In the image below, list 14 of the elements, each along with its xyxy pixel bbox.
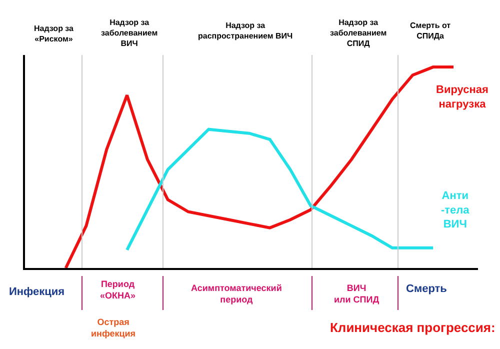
text: ВИЧ или СПИД <box>334 283 380 305</box>
series-label: Анти -тела ВИЧ <box>441 190 470 231</box>
text: Период «ОКНА» <box>100 279 136 301</box>
series-label: Вирусная нагрузка <box>436 84 488 110</box>
text: Надзор за заболеванием ВИЧ <box>101 18 158 48</box>
text: Надзор за распространением ВИЧ <box>198 21 294 40</box>
text: Асимптоматический период <box>191 283 282 305</box>
text: Надзор за заболеванием СПИД <box>330 18 387 48</box>
text: Смерть <box>406 283 448 295</box>
text: Надзор за «Риском» <box>34 24 74 44</box>
text: Смерть от СПИДа <box>410 21 451 40</box>
text: Клиническая прогрессия: <box>330 320 496 335</box>
text: Инфекция <box>9 286 65 298</box>
text: Острая инфекция <box>91 317 136 339</box>
